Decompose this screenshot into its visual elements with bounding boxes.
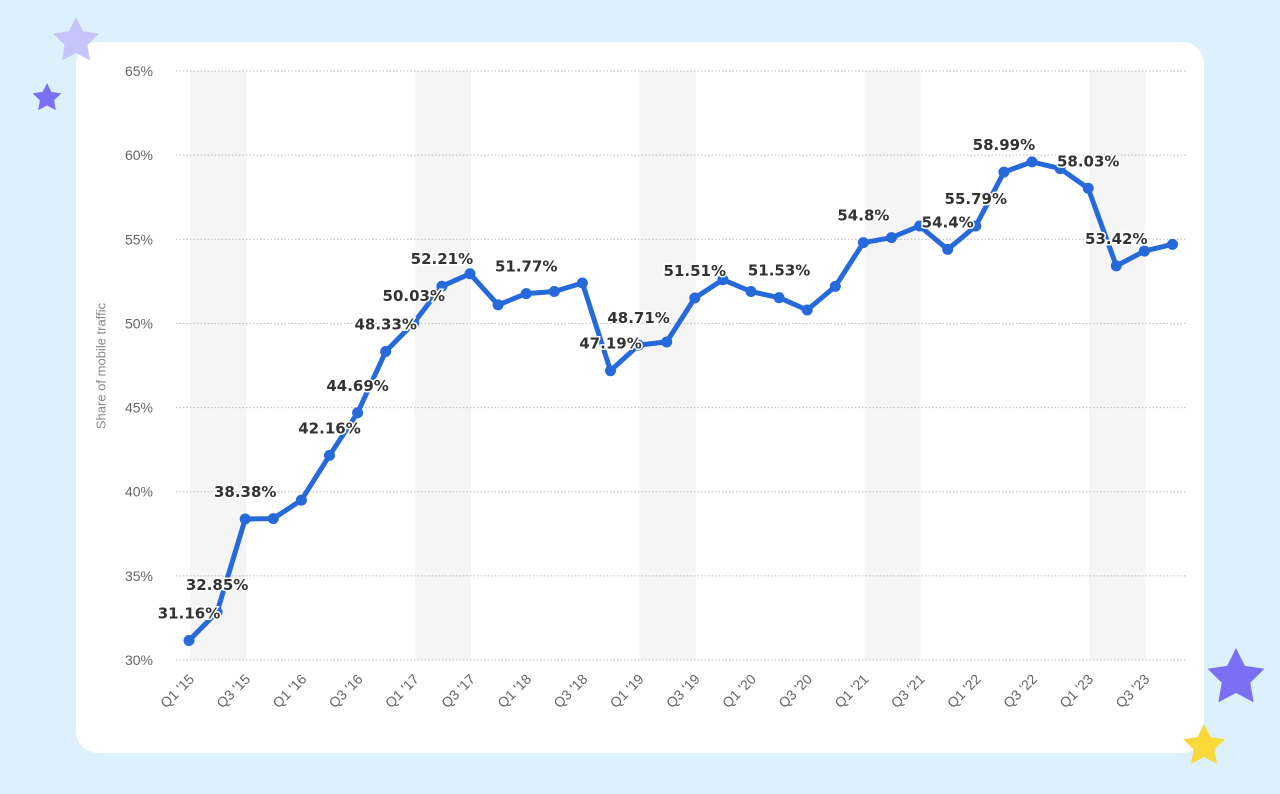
data-label: 48.71%	[607, 309, 669, 327]
data-point[interactable]	[183, 634, 195, 646]
data-label: 52.21%	[411, 250, 473, 268]
data-label: 58.03%	[1057, 152, 1119, 170]
x-tick-label: Q3 '18	[550, 671, 590, 711]
x-tick-label: Q1 '15	[157, 671, 197, 711]
x-tick-label: Q1 '20	[719, 671, 759, 711]
x-tick-label: Q3 '21	[888, 671, 928, 711]
x-tick-label: Q3 '16	[326, 671, 366, 711]
y-tick-label: 45%	[125, 400, 153, 416]
data-point[interactable]	[267, 513, 279, 525]
y-tick-label: 35%	[125, 568, 153, 584]
data-point[interactable]	[464, 268, 476, 280]
x-tick-label: Q3 '15	[213, 671, 253, 711]
data-point[interactable]	[886, 232, 897, 244]
y-tick-label: 40%	[125, 484, 153, 500]
data-point[interactable]	[1138, 245, 1150, 257]
data-point[interactable]	[1026, 156, 1038, 168]
data-label: 51.51%	[664, 262, 726, 280]
data-label: 48.33%	[354, 316, 416, 334]
data-point[interactable]	[380, 346, 392, 358]
data-point[interactable]	[520, 288, 532, 300]
y-tick-label: 60%	[125, 147, 153, 163]
data-label: 51.77%	[495, 258, 557, 276]
y-tick-label: 55%	[125, 231, 153, 247]
data-point[interactable]	[633, 339, 645, 351]
x-tick-label: Q1 '18	[494, 671, 534, 711]
data-label: 51.53%	[748, 262, 810, 280]
data-label: 58.99%	[973, 136, 1035, 154]
y-tick-label: 30%	[125, 652, 153, 668]
data-point[interactable]	[942, 243, 954, 255]
x-tick-label: Q3 '20	[775, 671, 815, 711]
data-label: 31.16%	[158, 604, 220, 622]
data-point[interactable]	[492, 299, 504, 311]
year-band	[190, 71, 247, 660]
data-point[interactable]	[970, 220, 982, 232]
y-tick-label: 50%	[125, 315, 153, 331]
year-band	[1089, 71, 1146, 660]
x-tick-label: Q3 '17	[438, 671, 478, 711]
year-band	[639, 71, 696, 660]
data-point[interactable]	[1167, 238, 1178, 250]
x-tick-label: Q1 '19	[607, 671, 647, 711]
data-point[interactable]	[661, 336, 673, 348]
data-point[interactable]	[689, 292, 701, 304]
data-label: 47.19%	[579, 335, 641, 353]
data-point[interactable]	[1054, 163, 1066, 175]
data-label: 54.8%	[837, 207, 889, 225]
data-label: 32.85%	[186, 576, 248, 594]
data-point[interactable]	[914, 220, 926, 232]
star-large-purple-icon	[1207, 648, 1265, 703]
data-point[interactable]	[324, 449, 335, 461]
data-point[interactable]	[1082, 182, 1094, 194]
x-tick-label: Q3 '19	[663, 671, 703, 711]
year-band	[414, 71, 471, 660]
data-point[interactable]	[829, 280, 841, 292]
data-point[interactable]	[548, 285, 560, 297]
data-point[interactable]	[998, 166, 1010, 178]
x-tick-label: Q1 '23	[1056, 671, 1096, 711]
data-label: 38.38%	[214, 483, 276, 501]
data-point[interactable]	[717, 274, 729, 286]
data-point[interactable]	[576, 277, 588, 289]
data-point[interactable]	[352, 407, 364, 419]
data-point[interactable]	[801, 304, 813, 316]
data-point[interactable]	[436, 280, 448, 292]
x-tick-label: Q1 '22	[944, 671, 984, 711]
data-point[interactable]	[408, 317, 420, 329]
x-tick-label: Q1 '16	[269, 671, 309, 711]
data-point[interactable]	[211, 606, 223, 618]
y-tick-label: 65%	[125, 63, 153, 79]
x-tick-label: Q3 '23	[1112, 671, 1152, 711]
year-band	[864, 71, 921, 660]
data-point[interactable]	[773, 292, 785, 304]
data-point[interactable]	[605, 365, 616, 377]
data-point[interactable]	[857, 237, 869, 249]
data-label: 55.79%	[945, 190, 1007, 208]
x-tick-label: Q3 '22	[1000, 671, 1040, 711]
data-point[interactable]	[295, 494, 307, 506]
star-yellow-icon	[1183, 724, 1225, 764]
data-point[interactable]	[745, 285, 757, 297]
x-tick-label: Q1 '17	[382, 671, 422, 711]
data-label: 53.42%	[1085, 230, 1147, 248]
data-label: 42.16%	[298, 419, 360, 437]
star-small-purple-icon	[32, 83, 62, 111]
star-light-icon	[53, 17, 99, 61]
data-label: 50.03%	[383, 287, 445, 305]
data-point[interactable]	[1110, 260, 1122, 272]
x-tick-label: Q1 '21	[831, 671, 871, 711]
data-point[interactable]	[239, 513, 251, 525]
data-label: 44.69%	[326, 377, 388, 395]
data-label: 54.4%	[922, 213, 974, 231]
